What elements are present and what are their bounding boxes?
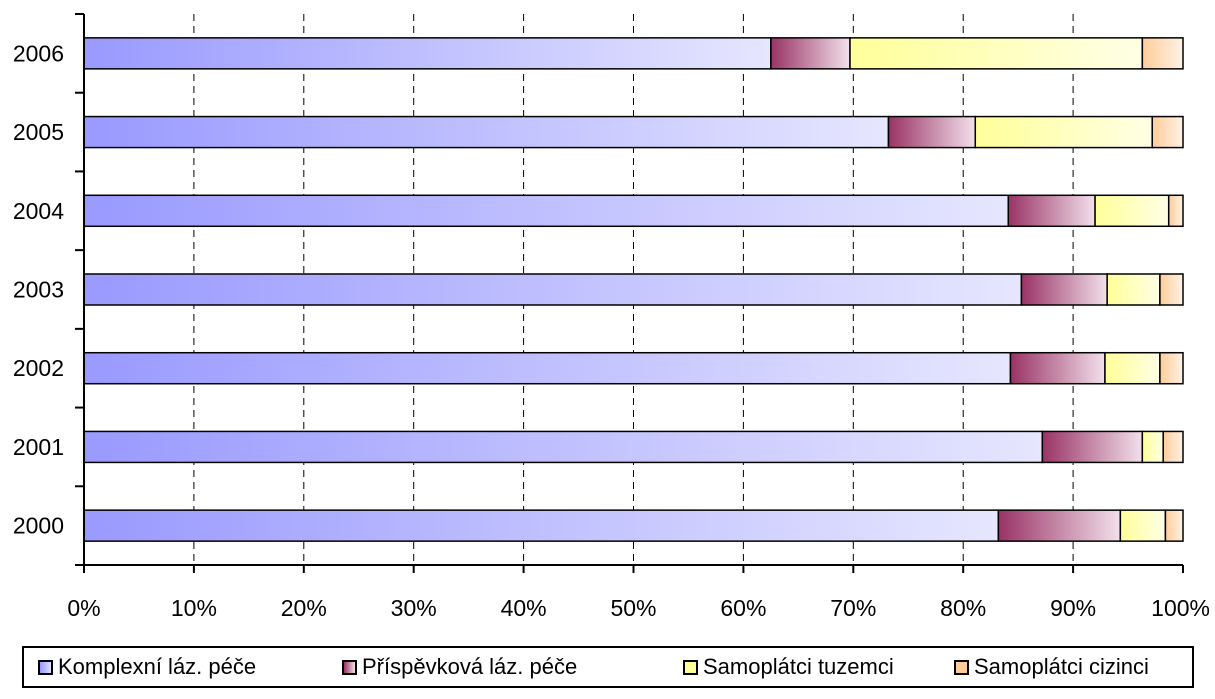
x-tick-label: 80% xyxy=(940,595,986,621)
bar-2006-samoplatci-tuzemci xyxy=(849,37,1144,70)
y-tick-label-2006: 2006 xyxy=(13,40,64,66)
bars xyxy=(83,37,1184,542)
y-tick-label-2003: 2003 xyxy=(13,277,64,303)
bar-2003-samoplatci-tuzemci xyxy=(1106,273,1161,306)
legend-label-samoplatci-cizinci: Samoplátci cizinci xyxy=(974,654,1149,679)
legend-item-prispevkova: Příspěvková láz. péče xyxy=(342,648,577,686)
gridlines xyxy=(193,14,1074,565)
bar-2004-prispevkova-laz-pece xyxy=(1007,194,1096,228)
bar-2005-prispevkova-laz-pece xyxy=(887,115,977,149)
bar-2001-samoplatci-tuzemci xyxy=(1141,430,1164,464)
legend-swatch-samoplatci-tuzemci xyxy=(683,659,698,675)
y-tick-label-2001: 2001 xyxy=(13,434,64,460)
legend-item-komplexni: Komplexní láz. péče xyxy=(38,648,256,686)
bar-2003-komplexni-laz-pece xyxy=(83,273,1023,306)
legend-label-samoplatci-tuzemci: Samoplátci tuzemci xyxy=(703,654,894,679)
y-tick-label-2005: 2005 xyxy=(13,119,64,145)
legend-item-samoplatci-cizinci: Samoplátci cizinci xyxy=(954,648,1149,686)
x-tick-label: 50% xyxy=(610,595,656,621)
y-tick-label-2000: 2000 xyxy=(13,513,64,539)
legend-label-prispevkova: Příspěvková láz. péče xyxy=(362,654,578,679)
bar-2001-samoplatci-cizinci xyxy=(1162,430,1184,464)
x-tick-label: 0% xyxy=(67,595,100,621)
bar-2000-samoplatci-cizinci xyxy=(1164,509,1184,542)
bar-2001-komplexni-laz-pece xyxy=(83,430,1044,464)
bar-2005-samoplatci-cizinci xyxy=(1151,115,1184,149)
bar-2002-komplexni-laz-pece xyxy=(83,351,1012,385)
legend-label-komplexni: Komplexní láz. péče xyxy=(58,654,257,679)
x-tick-label: 70% xyxy=(830,595,876,621)
x-tick-label: 40% xyxy=(501,595,547,621)
bar-2003-samoplatci-cizinci xyxy=(1159,273,1184,306)
bar-2002-samoplatci-cizinci xyxy=(1159,351,1184,385)
bar-2005-samoplatci-tuzemci xyxy=(974,115,1153,149)
x-tick-label: 60% xyxy=(720,595,766,621)
y-tick-label-2002: 2002 xyxy=(13,355,64,381)
bar-2000-prispevkova-laz-pece xyxy=(997,509,1122,542)
y-tick-label-2004: 2004 xyxy=(13,198,64,224)
x-tick-label: 90% xyxy=(1050,595,1096,621)
bar-2004-samoplatci-tuzemci xyxy=(1094,194,1170,228)
bar-2003-prispevkova-laz-pece xyxy=(1020,273,1108,306)
legend-swatch-komplexni xyxy=(38,659,53,675)
stacked-bar-chart: 2006 2005 2004 2003 2002 2001 2000 0% 10% 20% 30% 4… xyxy=(13,13,1210,621)
legend-item-samoplatci-tuzemci: Samoplátci tuzemci xyxy=(683,648,894,686)
legend-swatch-prispevkova xyxy=(342,659,357,675)
bar-2005-komplexni-laz-pece xyxy=(83,115,890,149)
bar-2004-komplexni-laz-pece xyxy=(83,194,1010,228)
bar-2004-samoplatci-cizinci xyxy=(1167,194,1184,228)
x-tick-label: 10% xyxy=(171,595,217,621)
legend-swatch-samoplatci-cizinci xyxy=(954,659,969,675)
bar-2006-prispevkova-laz-pece xyxy=(770,37,851,70)
legend: Komplexní láz. péče Příspěvková láz. péč… xyxy=(22,646,1194,688)
bar-2006-samoplatci-cizinci xyxy=(1141,37,1184,70)
bar-2002-prispevkova-laz-pece xyxy=(1009,351,1106,385)
tick-labels: 2006 2005 2004 2003 2002 2001 2000 0% 10% 20% 30% 4… xyxy=(13,40,1210,621)
bar-2000-komplexni-laz-pece xyxy=(83,509,1000,542)
bar-2000-samoplatci-tuzemci xyxy=(1119,509,1167,542)
x-tick-label: 100% xyxy=(1151,595,1210,621)
bar-2002-samoplatci-tuzemci xyxy=(1104,351,1161,385)
axes xyxy=(75,13,1184,573)
x-tick-label: 30% xyxy=(391,595,437,621)
bar-2001-prispevkova-laz-pece xyxy=(1041,430,1144,464)
x-tick-label: 20% xyxy=(281,595,327,621)
bar-2006-komplexni-laz-pece xyxy=(83,37,772,70)
